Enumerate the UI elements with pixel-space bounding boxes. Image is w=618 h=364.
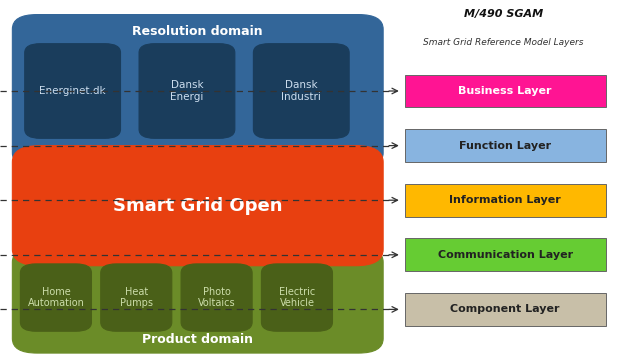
FancyBboxPatch shape [12, 248, 383, 353]
Bar [405, 293, 606, 326]
Text: Product domain: Product domain [142, 333, 253, 346]
Text: Heat
Pumps: Heat Pumps [120, 287, 153, 308]
Text: Function Layer: Function Layer [459, 141, 551, 151]
Text: Resolution domain: Resolution domain [132, 25, 263, 39]
Text: Smart Grid Open: Smart Grid Open [113, 197, 282, 215]
Text: Dansk
Industri: Dansk Industri [281, 80, 321, 102]
FancyBboxPatch shape [20, 264, 91, 331]
FancyBboxPatch shape [12, 146, 383, 266]
Text: Component Layer: Component Layer [451, 304, 560, 314]
Bar [405, 75, 606, 107]
Text: Energinet.dk: Energinet.dk [40, 86, 106, 96]
Text: Smart Grid Reference Model Layers: Smart Grid Reference Model Layers [423, 38, 584, 47]
Bar [405, 184, 606, 217]
Text: M/490 SGAM: M/490 SGAM [464, 9, 543, 19]
Bar [405, 129, 606, 162]
FancyBboxPatch shape [12, 15, 383, 167]
FancyBboxPatch shape [25, 44, 121, 138]
Text: Information Layer: Information Layer [449, 195, 561, 205]
Text: Business Layer: Business Layer [459, 86, 552, 96]
Text: Electric
Vehicle: Electric Vehicle [279, 287, 315, 308]
FancyBboxPatch shape [261, 264, 332, 331]
FancyBboxPatch shape [139, 44, 235, 138]
Text: Dansk
Energi: Dansk Energi [170, 80, 204, 102]
Text: Communication Layer: Communication Layer [438, 250, 573, 260]
FancyBboxPatch shape [181, 264, 252, 331]
FancyBboxPatch shape [101, 264, 172, 331]
FancyBboxPatch shape [253, 44, 349, 138]
Text: Photo
Voltaics: Photo Voltaics [198, 287, 235, 308]
Text: Home
Automation: Home Automation [27, 287, 85, 308]
Bar [405, 238, 606, 271]
